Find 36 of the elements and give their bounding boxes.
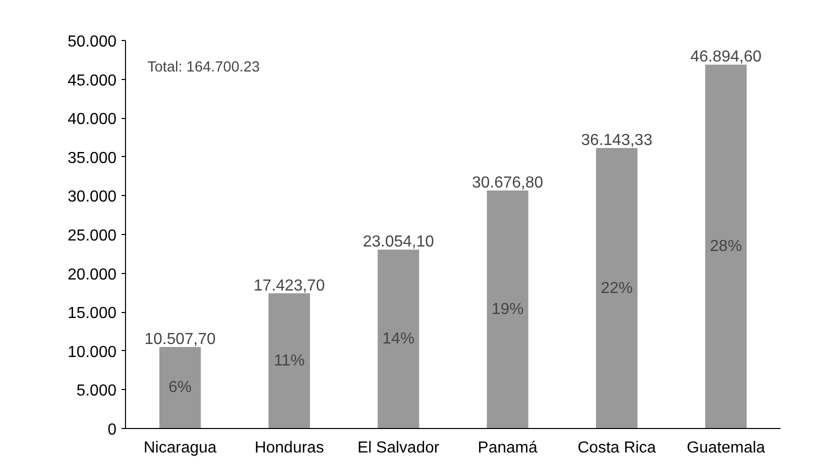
y-tick-label: 5.000 bbox=[76, 382, 117, 400]
y-tick-label: 50.000 bbox=[68, 34, 117, 50]
data-label: 17.423,70 bbox=[254, 277, 325, 294]
annotation: Total: 164.700.23 bbox=[147, 60, 260, 76]
annotation: 14% bbox=[382, 330, 414, 348]
annotation: 19% bbox=[492, 300, 524, 318]
y-tick-label: 30.000 bbox=[68, 188, 117, 206]
x-tick-label: Guatemala bbox=[686, 440, 766, 456]
x-tick-label: Honduras bbox=[254, 440, 324, 456]
annotation: 22% bbox=[600, 280, 633, 297]
data-label: 46.894,60 bbox=[690, 48, 762, 66]
data-label: 30.676,80 bbox=[472, 174, 544, 192]
data-label: 23.054,10 bbox=[362, 234, 434, 251]
bar bbox=[705, 64, 747, 428]
bar bbox=[486, 190, 528, 428]
y-tick-label: 20.000 bbox=[68, 266, 117, 284]
annotation: 28% bbox=[710, 238, 742, 256]
bar bbox=[378, 250, 420, 428]
y-tick-label: 25.000 bbox=[68, 228, 117, 244]
y-tick-label: 40.000 bbox=[68, 111, 117, 128]
y-tick-label: 35.000 bbox=[68, 150, 117, 167]
data-label: 36.143,33 bbox=[581, 132, 652, 150]
x-tick-label: Panamá bbox=[478, 440, 538, 456]
data-label: 10.507,70 bbox=[144, 330, 216, 348]
annotation: 11% bbox=[274, 352, 305, 370]
bar bbox=[596, 148, 638, 428]
x-tick-label: Costa Rica bbox=[578, 440, 656, 456]
y-tick-label: 15.000 bbox=[68, 305, 117, 322]
x-tick-label: El Salvador bbox=[358, 440, 440, 456]
x-tick-label: Nicaragua bbox=[144, 440, 217, 456]
bar bbox=[268, 293, 310, 428]
annotation: 6% bbox=[168, 379, 192, 396]
y-tick-label: 10.000 bbox=[68, 344, 117, 361]
y-tick-label: 45.000 bbox=[68, 72, 117, 90]
bar bbox=[159, 346, 201, 428]
y-tick-label: 0 bbox=[108, 422, 117, 438]
